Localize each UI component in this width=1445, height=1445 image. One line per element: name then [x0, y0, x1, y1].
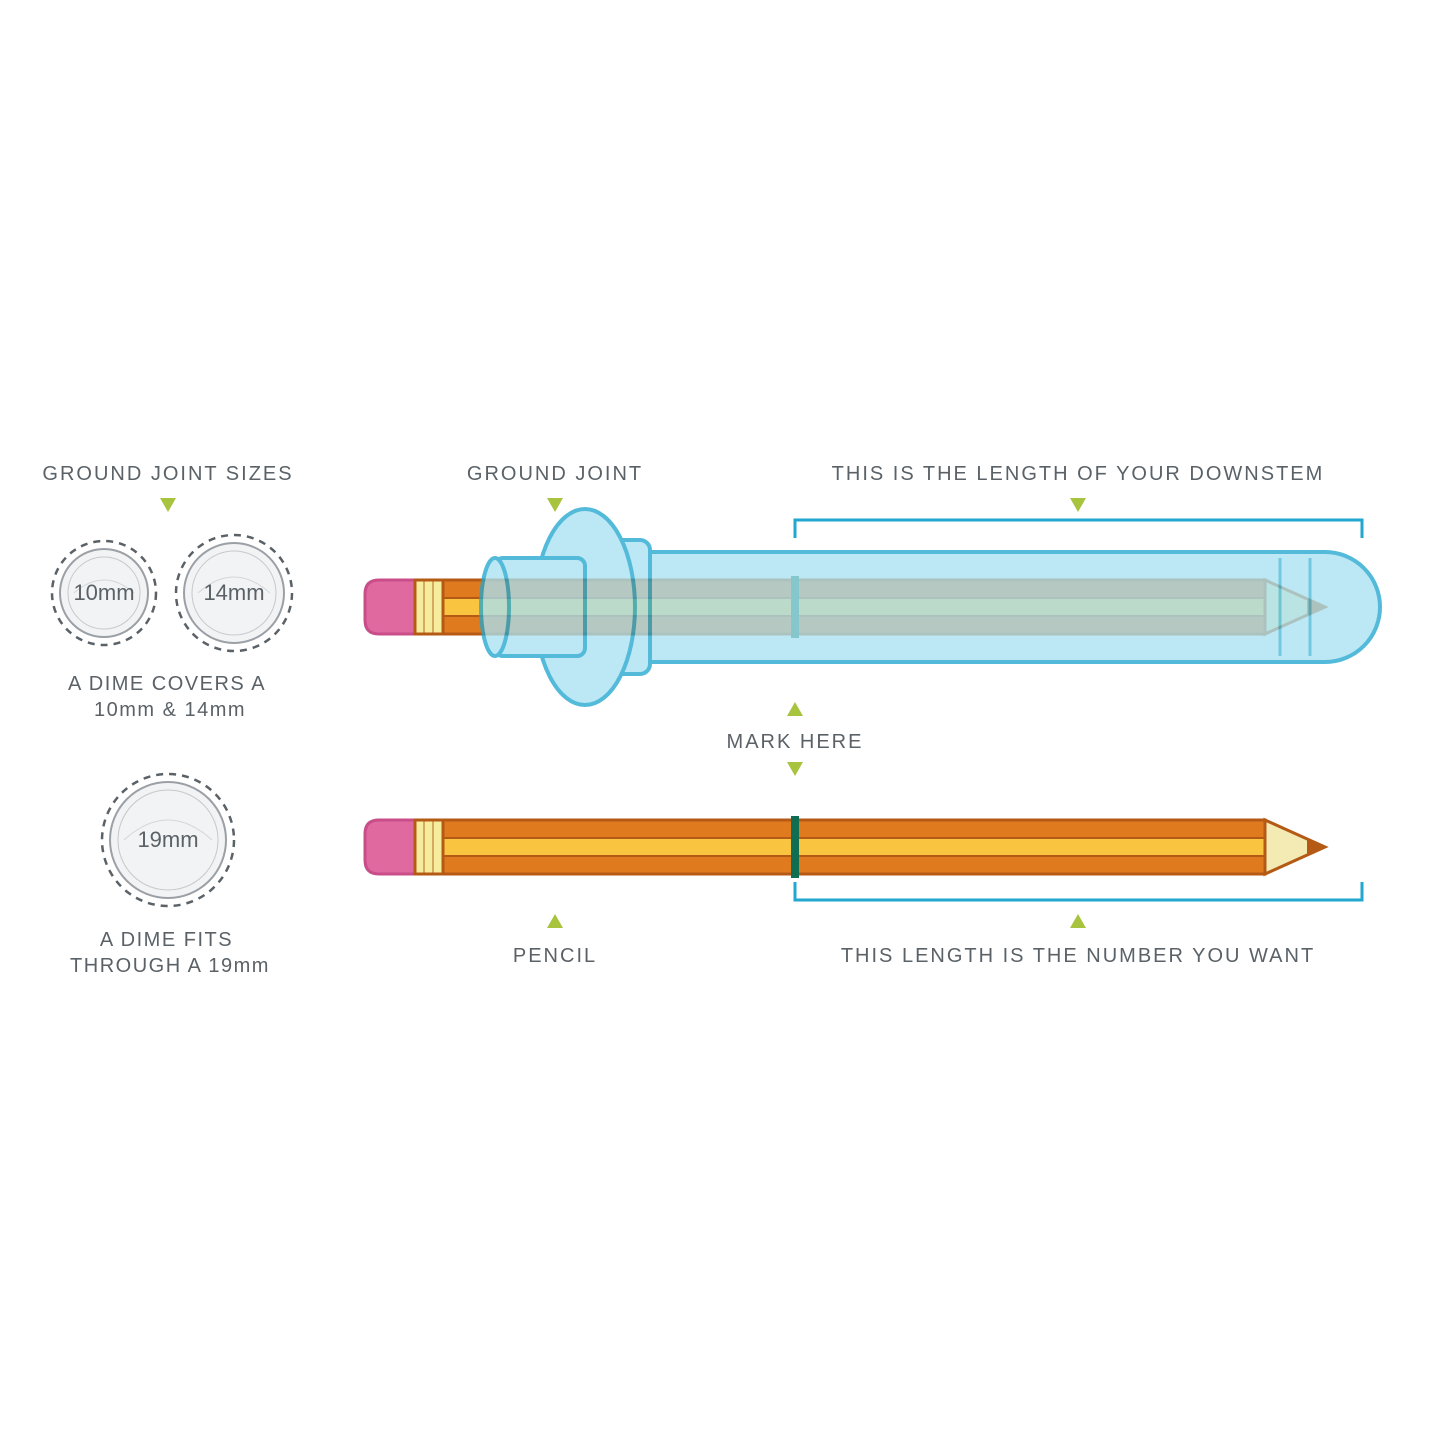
bracket-bottom: [795, 882, 1362, 900]
length-number-label: THIS LENGTH IS THE NUMBER YOU WANT: [841, 945, 1315, 967]
chevron-up-icon: [1070, 914, 1086, 928]
ground-joint-label: GROUND JOINT: [467, 463, 643, 485]
svg-text:14mm: 14mm: [203, 580, 264, 605]
svg-text:10mm: 10mm: [73, 580, 134, 605]
chevron-up-icon: [787, 702, 803, 716]
chevron-up-icon: [547, 914, 563, 928]
coin-10mm: 10mm: [52, 541, 156, 645]
coin-19mm: 19mm: [102, 774, 234, 906]
infographic-canvas: GROUND JOINT SIZES 10mm 14mm 19mm A DIME C…: [0, 0, 1445, 1445]
chevron-down-icon: [787, 762, 803, 776]
dime-covers-label: A DIME COVERS A 10mm & 14mm: [68, 673, 272, 721]
pencil-bottom: [365, 816, 1325, 878]
length-downstem-label: THIS IS THE LENGTH OF YOUR DOWNSTEM: [832, 463, 1325, 485]
coin-14mm: 14mm: [176, 535, 292, 651]
downstem-shape: [481, 509, 1380, 705]
dime-fits-label: A DIME FITS THROUGH A 19mm: [70, 929, 270, 977]
pencil-label: PENCIL: [513, 945, 597, 967]
mark-here-label: MARK HERE: [727, 731, 864, 753]
bracket-top: [795, 520, 1362, 538]
svg-text:19mm: 19mm: [137, 827, 198, 852]
chevron-down-icon: [1070, 498, 1086, 512]
chevron-down-icon: [160, 498, 176, 512]
ground-joint-sizes-label: GROUND JOINT SIZES: [42, 463, 293, 485]
chevron-down-icon: [547, 498, 563, 512]
